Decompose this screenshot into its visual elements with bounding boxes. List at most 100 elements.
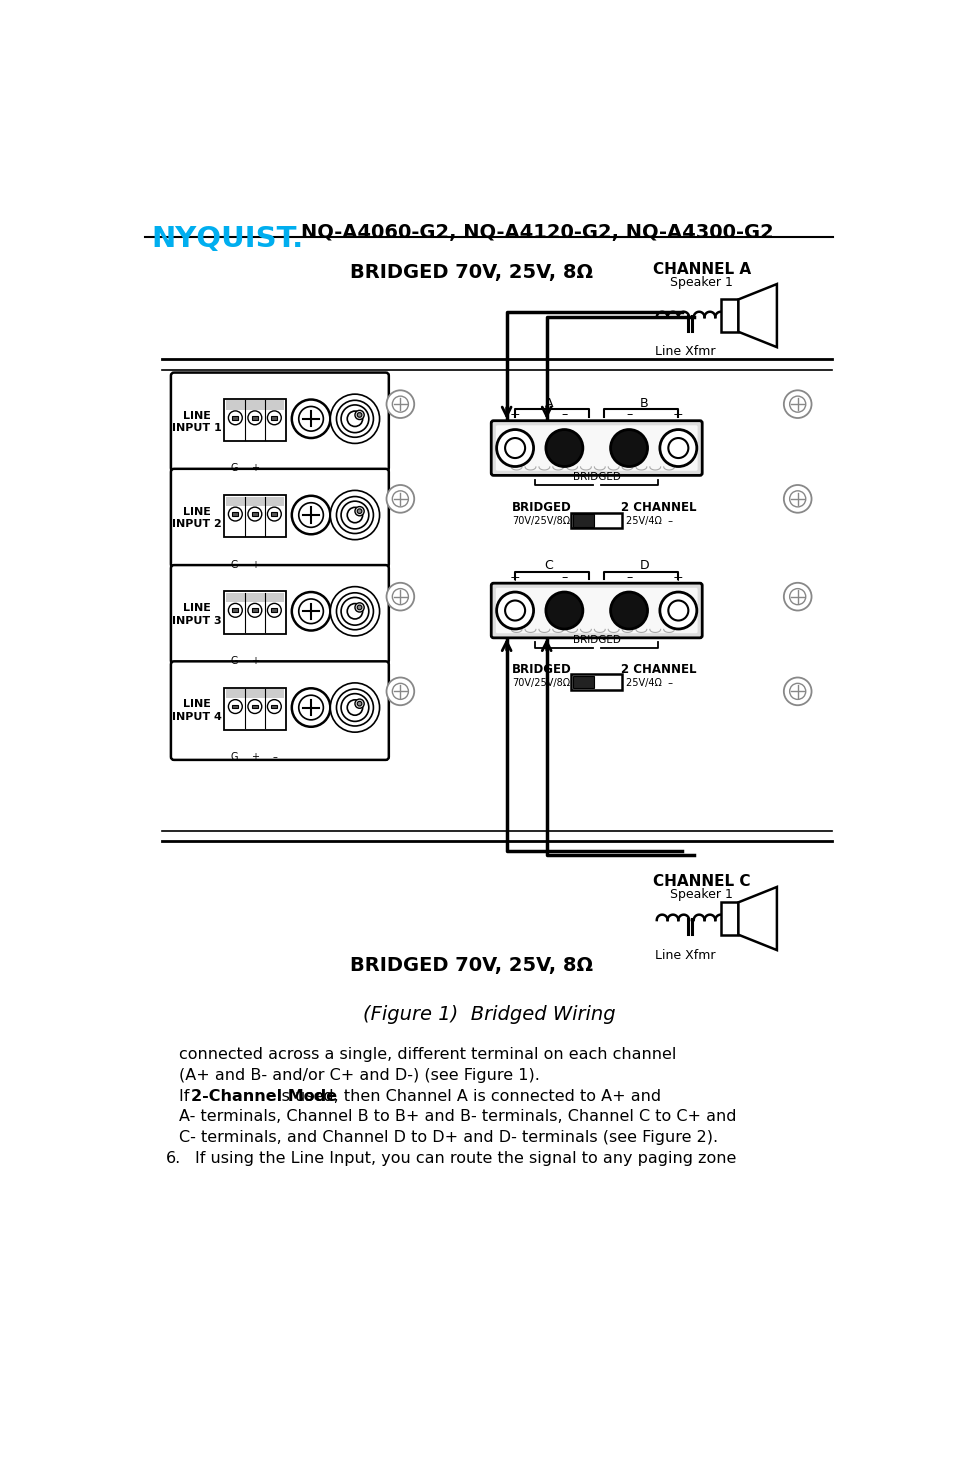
Bar: [224, 496, 285, 537]
Circle shape: [504, 600, 524, 621]
Text: NQ-A4060-G2, NQ-A4120-G2, NQ-A4300-G2: NQ-A4060-G2, NQ-A4120-G2, NQ-A4300-G2: [301, 223, 773, 242]
Text: NYQUIST.: NYQUIST.: [151, 224, 303, 252]
Text: G: G: [231, 463, 238, 473]
Text: CHANNEL C: CHANNEL C: [652, 873, 750, 889]
Bar: [224, 398, 285, 441]
Text: B: B: [639, 397, 648, 410]
Text: +: +: [509, 409, 520, 422]
Text: connected across a single, different terminal on each channel: connected across a single, different ter…: [179, 1047, 676, 1062]
Text: 25V/4Ω  –: 25V/4Ω –: [625, 677, 672, 687]
Circle shape: [267, 603, 281, 617]
Text: –: –: [625, 571, 632, 584]
FancyBboxPatch shape: [491, 583, 701, 637]
Circle shape: [248, 412, 261, 425]
Circle shape: [347, 507, 362, 522]
Text: INPUT 3: INPUT 3: [172, 615, 222, 625]
Circle shape: [341, 693, 369, 721]
Text: G: G: [231, 752, 238, 763]
Text: +: +: [251, 559, 258, 569]
Bar: [720, 903, 738, 935]
Circle shape: [292, 689, 330, 727]
Text: LINE: LINE: [183, 507, 211, 516]
Bar: [252, 512, 257, 516]
Polygon shape: [738, 285, 776, 347]
Circle shape: [298, 695, 323, 720]
Circle shape: [659, 429, 696, 466]
Circle shape: [248, 507, 261, 521]
Bar: [572, 515, 594, 527]
Bar: [271, 705, 277, 708]
Polygon shape: [738, 886, 776, 950]
Text: INPUT 1: INPUT 1: [172, 423, 222, 434]
Text: –: –: [625, 409, 632, 422]
Circle shape: [330, 587, 379, 636]
Circle shape: [545, 591, 582, 628]
Circle shape: [783, 391, 811, 417]
FancyBboxPatch shape: [171, 661, 389, 760]
Text: LINE: LINE: [183, 410, 211, 420]
Text: INPUT 4: INPUT 4: [172, 712, 222, 721]
Circle shape: [267, 412, 281, 425]
FancyBboxPatch shape: [491, 420, 701, 475]
Circle shape: [497, 429, 533, 466]
Circle shape: [789, 683, 805, 699]
Circle shape: [504, 438, 524, 459]
Circle shape: [292, 591, 330, 630]
Text: A- terminals, Channel B to B+ and B- terminals, Channel C to C+ and: A- terminals, Channel B to B+ and B- ter…: [179, 1109, 736, 1124]
Text: –: –: [273, 656, 277, 665]
Text: C: C: [544, 559, 553, 572]
Circle shape: [386, 583, 414, 611]
Circle shape: [298, 503, 323, 528]
Bar: [232, 705, 238, 708]
Text: +: +: [251, 463, 258, 473]
Circle shape: [783, 485, 811, 513]
Circle shape: [392, 397, 408, 412]
Text: 25V/4Ω  –: 25V/4Ω –: [625, 516, 672, 525]
Bar: [232, 416, 238, 420]
Circle shape: [341, 406, 369, 432]
Text: –: –: [273, 752, 277, 763]
Text: Line Xfmr: Line Xfmr: [655, 345, 715, 358]
Text: +: +: [251, 752, 258, 763]
Circle shape: [228, 412, 242, 425]
Circle shape: [336, 400, 373, 437]
Bar: [232, 608, 238, 612]
Text: CHANNEL A: CHANNEL A: [652, 261, 750, 277]
Circle shape: [347, 603, 362, 620]
FancyBboxPatch shape: [171, 565, 389, 664]
Circle shape: [356, 413, 361, 417]
Bar: [225, 400, 284, 410]
Circle shape: [267, 699, 281, 714]
Bar: [271, 416, 277, 420]
Text: 6.: 6.: [166, 1150, 180, 1167]
Text: +: +: [251, 656, 258, 665]
FancyBboxPatch shape: [171, 373, 389, 471]
Circle shape: [392, 683, 408, 699]
Circle shape: [356, 702, 361, 707]
Circle shape: [267, 507, 281, 521]
Text: LINE: LINE: [183, 603, 211, 614]
Text: (Figure 1)  Bridged Wiring: (Figure 1) Bridged Wiring: [362, 1004, 615, 1024]
Text: A: A: [544, 397, 553, 410]
Text: BRIDGED: BRIDGED: [572, 472, 620, 482]
FancyBboxPatch shape: [171, 469, 389, 568]
Text: C- terminals, and Channel D to D+ and D- terminals (see Figure 2).: C- terminals, and Channel D to D+ and D-…: [179, 1130, 718, 1145]
FancyBboxPatch shape: [496, 589, 697, 633]
FancyBboxPatch shape: [496, 425, 697, 471]
Text: BRIDGED: BRIDGED: [511, 662, 571, 676]
Circle shape: [783, 583, 811, 611]
Bar: [252, 608, 257, 612]
Text: LINE: LINE: [183, 699, 211, 709]
Text: –: –: [273, 559, 277, 569]
Circle shape: [659, 591, 696, 628]
Circle shape: [355, 699, 364, 708]
Text: BRIDGED 70V, 25V, 8Ω: BRIDGED 70V, 25V, 8Ω: [350, 956, 593, 975]
Circle shape: [228, 699, 242, 714]
Text: If using the Line Input, you can route the signal to any paging zone: If using the Line Input, you can route t…: [194, 1150, 736, 1167]
Circle shape: [248, 603, 261, 617]
Text: –: –: [560, 409, 567, 422]
Circle shape: [292, 496, 330, 534]
Text: +: +: [509, 571, 520, 584]
Circle shape: [668, 438, 688, 459]
Bar: [572, 676, 594, 689]
